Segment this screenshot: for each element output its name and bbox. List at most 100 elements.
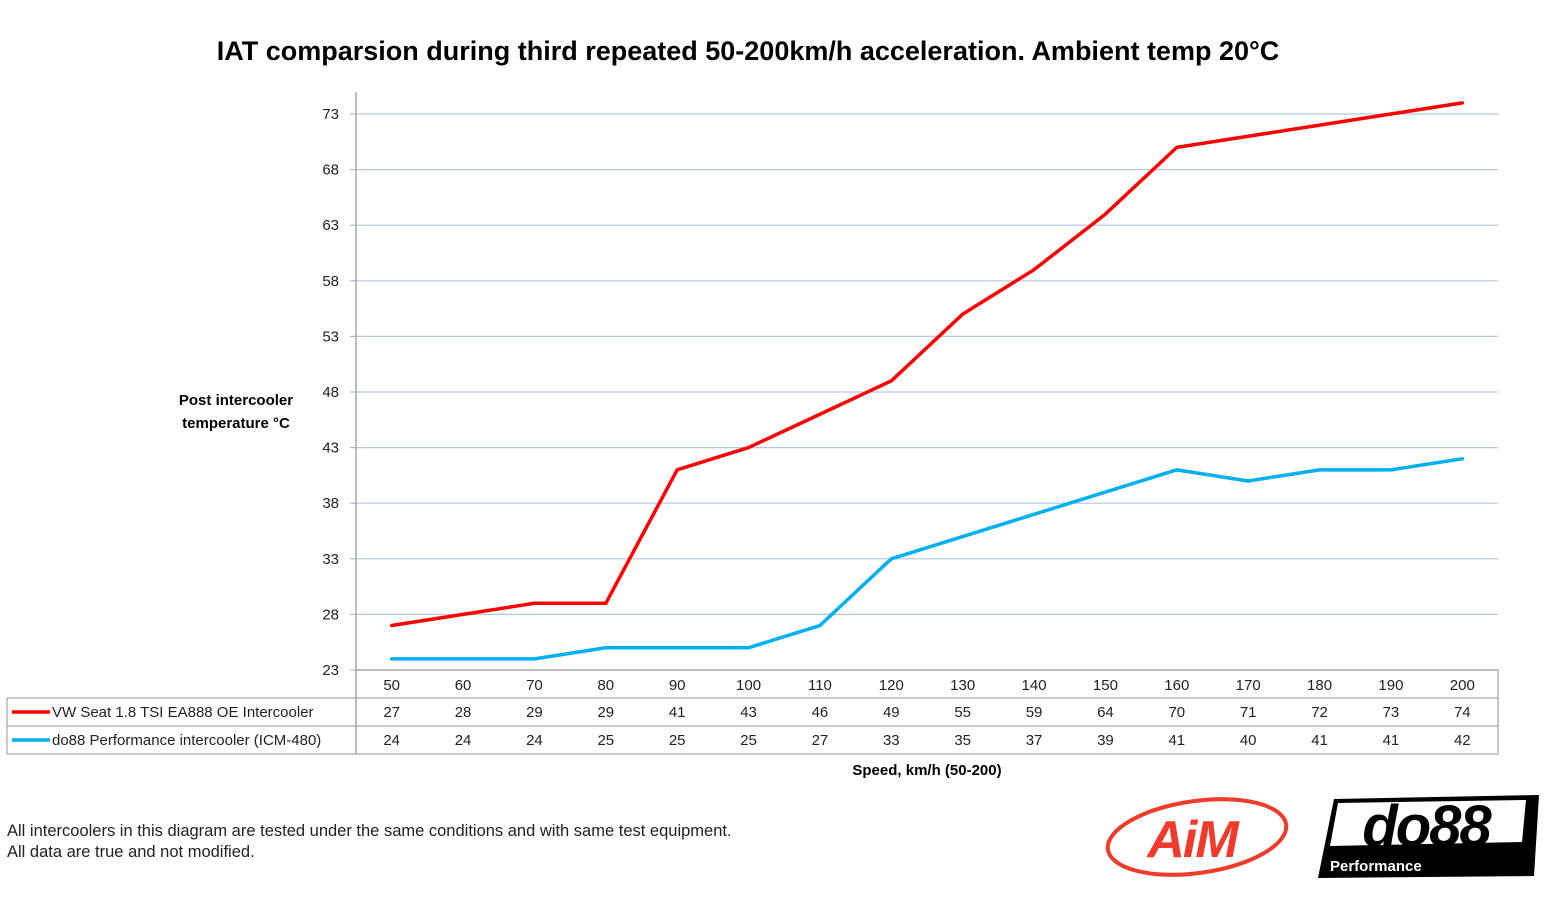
x-tick-label: 50 <box>383 677 400 694</box>
table-cell: 64 <box>1097 704 1114 721</box>
table-cell: 72 <box>1311 704 1328 721</box>
data-point <box>676 469 678 471</box>
data-point <box>533 658 535 660</box>
data-point <box>462 613 464 615</box>
table-cell: 59 <box>1026 704 1043 721</box>
x-tick-label: 150 <box>1093 677 1118 694</box>
table-cell: 33 <box>883 732 900 749</box>
aim-logo: AiM <box>1105 797 1289 877</box>
y-tick-label: 33 <box>322 551 339 568</box>
data-point <box>1390 113 1392 115</box>
data-point <box>1176 469 1178 471</box>
data-point <box>676 647 678 649</box>
data-point <box>1176 146 1178 148</box>
data-point <box>1319 124 1321 126</box>
table-cell: 71 <box>1240 704 1257 721</box>
table-cell: 28 <box>455 704 472 721</box>
data-point <box>1033 269 1035 271</box>
table-cell: 41 <box>669 704 686 721</box>
data-point <box>462 658 464 660</box>
svg-text:do88: do88 <box>1362 794 1492 859</box>
x-tick-label: 100 <box>736 677 761 694</box>
gridlines <box>350 92 1498 754</box>
svg-text:Performance: Performance <box>1330 858 1422 875</box>
data-point <box>1033 513 1035 515</box>
data-point <box>1104 491 1106 493</box>
data-point <box>962 313 964 315</box>
table-cell: 42 <box>1454 732 1471 749</box>
chart-title: IAT comparsion during third repeated 50-… <box>217 36 1280 66</box>
data-point <box>605 647 607 649</box>
table-cell: 46 <box>812 704 829 721</box>
table-cell: 40 <box>1240 732 1257 749</box>
data-point <box>748 447 750 449</box>
table-cell: 55 <box>954 704 971 721</box>
x-tick-label: 170 <box>1236 677 1261 694</box>
y-tick-label: 68 <box>322 162 339 179</box>
data-point <box>1461 458 1463 460</box>
x-tick-label: 190 <box>1378 677 1403 694</box>
svg-text:AiM: AiM <box>1145 811 1240 869</box>
x-tick-label: 80 <box>597 677 614 694</box>
table-cell: 41 <box>1311 732 1328 749</box>
x-tick-label: 70 <box>526 677 543 694</box>
table-cell: 73 <box>1383 704 1400 721</box>
data-point <box>1319 469 1321 471</box>
do88-logo: do88 Performance <box>1318 794 1539 878</box>
y-tick-label: 48 <box>322 384 339 401</box>
series-line <box>389 456 1465 661</box>
y-tick-label: 63 <box>322 217 339 234</box>
data-point <box>533 602 535 604</box>
data-point <box>890 558 892 560</box>
data-point <box>1461 102 1463 104</box>
y-tick-label: 23 <box>322 662 339 679</box>
x-tick-label: 110 <box>808 677 832 694</box>
y-tick-label: 28 <box>322 606 339 623</box>
table-cell: 74 <box>1454 704 1471 721</box>
table-cell: 27 <box>383 704 400 721</box>
series-line <box>389 101 1465 628</box>
data-point <box>1247 480 1249 482</box>
series-lines <box>389 101 1465 661</box>
table-cell: 24 <box>526 732 543 749</box>
data-point <box>890 380 892 382</box>
data-point <box>391 658 393 660</box>
x-tick-label: 120 <box>879 677 904 694</box>
table-cell: 35 <box>954 732 971 749</box>
data-point <box>819 413 821 415</box>
data-table: 50 60 70 80 90 100 110 120 130 140 150 160 170 180 190… <box>6 669 1499 755</box>
table-cell: 41 <box>1383 732 1400 749</box>
table-cell: 24 <box>383 732 400 749</box>
data-point <box>1390 469 1392 471</box>
footer-note: All intercoolers in this diagram are tes… <box>7 821 732 863</box>
table-cell: 29 <box>597 704 614 721</box>
data-point <box>391 625 393 627</box>
table-cell: 70 <box>1168 704 1185 721</box>
y-tick-label: 43 <box>322 440 339 457</box>
y-tick-label: 73 <box>322 106 339 123</box>
table-cell: 43 <box>740 704 757 721</box>
x-tick-label: 140 <box>1022 677 1047 694</box>
footer-line-1: All intercoolers in this diagram are tes… <box>7 822 732 840</box>
footer-line-2: All data are true and not modified. <box>7 843 255 861</box>
table-cell: 41 <box>1168 732 1185 749</box>
table-cell: 29 <box>526 704 543 721</box>
y-axis-label-line1: Post intercooler <box>179 392 293 409</box>
table-cell: 25 <box>597 732 614 749</box>
legend-label: VW Seat 1.8 TSI EA888 OE Intercooler <box>52 704 314 721</box>
x-tick-label: 90 <box>669 677 686 694</box>
y-tick-labels: 23 28 33 38 43 48 53 58 63 68 73 <box>322 106 339 679</box>
data-point <box>819 625 821 627</box>
table-cell: 25 <box>669 732 686 749</box>
data-point <box>748 647 750 649</box>
x-tick-label: 60 <box>455 677 472 694</box>
table-cell: 49 <box>883 704 900 721</box>
y-tick-label: 38 <box>322 495 339 512</box>
x-tick-label: 130 <box>950 677 975 694</box>
legend-label: do88 Performance intercooler (ICM-480) <box>52 732 321 749</box>
x-tick-label: 160 <box>1164 677 1189 694</box>
x-axis-label: Speed, km/h (50-200) <box>852 762 1001 779</box>
table-cell: 25 <box>740 732 757 749</box>
table-cell: 39 <box>1097 732 1114 749</box>
